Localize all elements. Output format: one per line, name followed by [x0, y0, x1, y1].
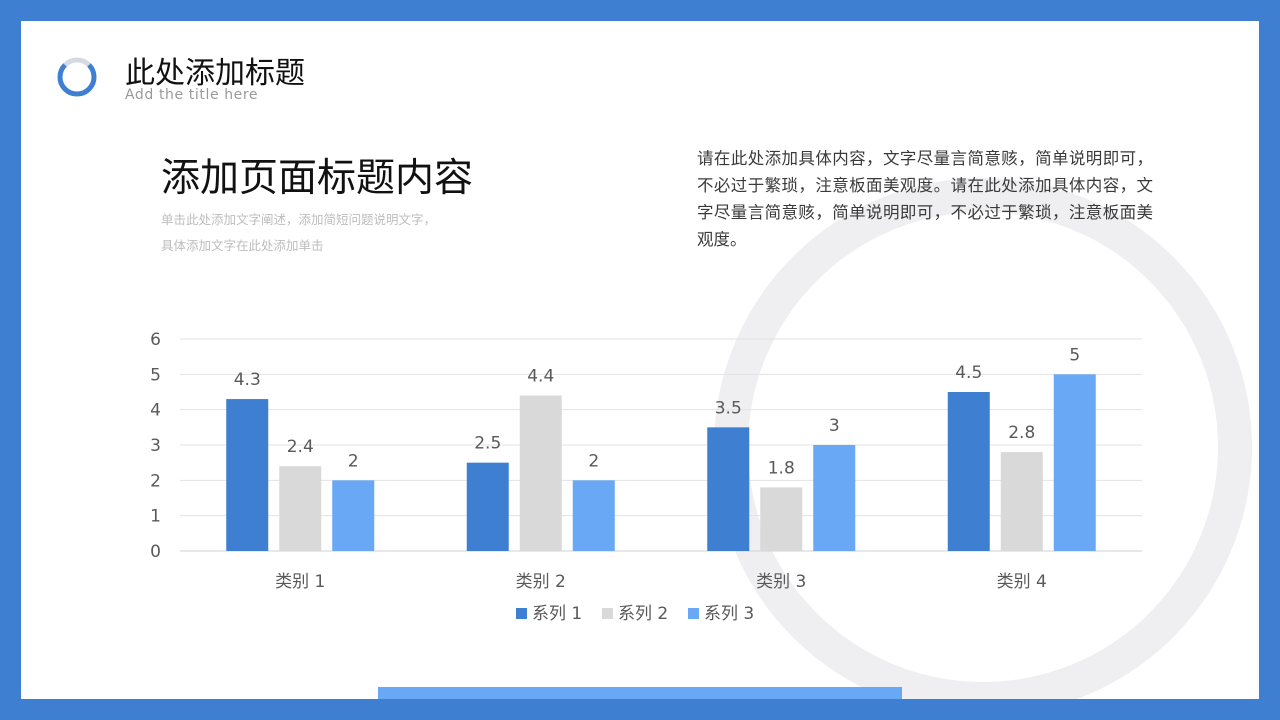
y-tick-label: 2 — [150, 471, 161, 491]
data-label: 2.8 — [1008, 423, 1035, 443]
bar — [947, 392, 990, 551]
bar — [760, 487, 803, 551]
legend-swatch — [602, 608, 613, 619]
header-title: 此处添加标题 — [125, 56, 305, 91]
bar — [813, 445, 856, 551]
y-tick-label: 0 — [150, 542, 161, 562]
bar — [226, 399, 269, 551]
data-label: 1.8 — [768, 458, 795, 478]
bar-chart: 0 1 2 3 4 5 6 4.3 2.4 2 类别 1 2.5 4.4 2 类别 2 3.5 1.8 3 类别 3… — [150, 330, 1142, 624]
data-label: 2.5 — [474, 434, 501, 454]
page-title: 添加页面标题内容 — [161, 156, 474, 201]
bar — [332, 480, 375, 551]
bar — [1053, 374, 1096, 551]
x-tick-label: 类别 2 — [516, 572, 566, 592]
header-subtitle: Add the title here — [125, 87, 259, 103]
bar — [572, 480, 615, 551]
bar — [707, 427, 750, 551]
x-tick-label: 类别 1 — [275, 572, 325, 592]
data-label: 3 — [829, 416, 840, 436]
body-paragraph: 请在此处添加具体内容，文字尽量言简意赅，简单说明即可，不必过于繁琐，注意板面美观… — [697, 149, 1153, 249]
legend-label: 系列 2 — [618, 604, 668, 624]
bar — [279, 466, 322, 551]
data-label: 2.4 — [287, 437, 314, 457]
data-label: 3.5 — [715, 398, 742, 418]
y-tick-label: 4 — [150, 401, 161, 421]
data-label: 5 — [1069, 345, 1080, 365]
y-tick-label: 6 — [150, 330, 161, 350]
y-tick-label: 5 — [150, 365, 161, 385]
data-label: 4.5 — [955, 363, 982, 383]
bar — [466, 462, 509, 551]
logo-ring-icon — [57, 57, 97, 97]
data-label: 2 — [588, 451, 599, 471]
data-label: 2 — [348, 451, 359, 471]
data-label: 4.3 — [234, 370, 261, 390]
legend-label: 系列 3 — [704, 604, 754, 624]
bar — [519, 395, 562, 551]
x-tick-label: 类别 4 — [997, 572, 1047, 592]
bottom-accent-bar — [378, 687, 902, 699]
page-description: 单击此处添加文字阐述，添加简短问题说明文字， 具体添加文字在此处添加单击 — [161, 212, 437, 253]
bar — [1000, 452, 1043, 551]
x-tick-label: 类别 3 — [756, 572, 806, 592]
legend-swatch — [688, 608, 699, 619]
data-label: 4.4 — [527, 367, 554, 387]
y-tick-label: 1 — [150, 507, 161, 527]
slide: 此处添加标题 Add the title here 添加页面标题内容 单击此处添… — [21, 21, 1259, 699]
legend-swatch — [516, 608, 527, 619]
legend-label: 系列 1 — [532, 604, 582, 624]
y-tick-label: 3 — [150, 436, 161, 456]
